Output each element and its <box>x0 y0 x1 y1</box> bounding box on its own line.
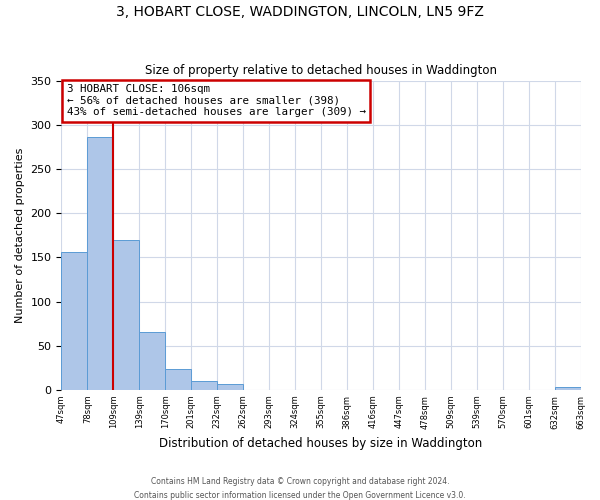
Bar <box>554 387 581 390</box>
Text: 3, HOBART CLOSE, WADDINGTON, LINCOLN, LN5 9FZ: 3, HOBART CLOSE, WADDINGTON, LINCOLN, LN… <box>116 5 484 19</box>
Bar <box>113 240 139 390</box>
Bar <box>165 368 191 390</box>
X-axis label: Distribution of detached houses by size in Waddington: Distribution of detached houses by size … <box>160 437 482 450</box>
Title: Size of property relative to detached houses in Waddington: Size of property relative to detached ho… <box>145 64 497 77</box>
Text: Contains HM Land Registry data © Crown copyright and database right 2024.
Contai: Contains HM Land Registry data © Crown c… <box>134 478 466 500</box>
Bar <box>139 332 165 390</box>
Bar <box>191 381 217 390</box>
Bar <box>88 138 113 390</box>
Y-axis label: Number of detached properties: Number of detached properties <box>15 148 25 323</box>
Bar <box>217 384 243 390</box>
Text: 3 HOBART CLOSE: 106sqm
← 56% of detached houses are smaller (398)
43% of semi-de: 3 HOBART CLOSE: 106sqm ← 56% of detached… <box>67 84 365 117</box>
Bar <box>61 252 88 390</box>
